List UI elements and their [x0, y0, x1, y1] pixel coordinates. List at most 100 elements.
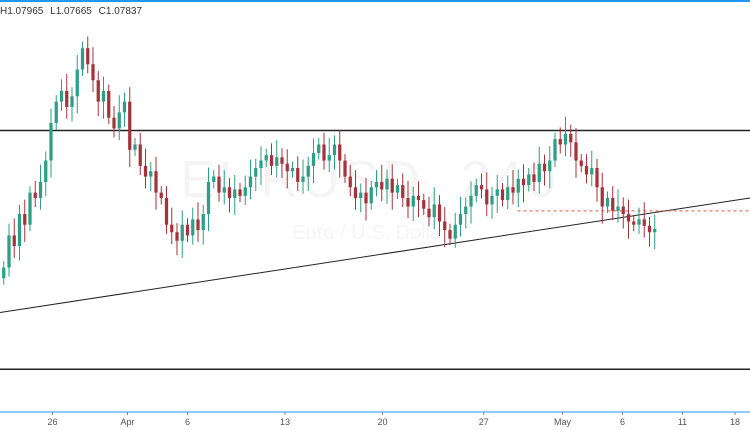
candle-body-up: [537, 163, 541, 182]
candle-body-down: [343, 160, 347, 177]
candle-body-down: [348, 176, 352, 188]
candle-body-down: [390, 178, 394, 193]
candle-body-up: [458, 214, 463, 225]
x-tick-label: Apr: [120, 417, 134, 427]
x-tick-label: 27: [479, 417, 489, 427]
candle-body-up: [243, 187, 247, 196]
candle-body-up: [233, 189, 237, 198]
candle-body-up: [206, 181, 211, 215]
candle-body-up: [75, 69, 79, 97]
candle-body-up: [44, 160, 48, 182]
candle-body-up: [548, 160, 552, 172]
x-tick-label: 6: [185, 417, 190, 427]
candle-body-up: [395, 185, 400, 193]
candle-body-down: [338, 144, 342, 161]
candle-body-up: [259, 160, 263, 169]
candle-body-up: [117, 112, 121, 129]
candle-body-down: [185, 224, 190, 236]
candle-body-down: [175, 232, 179, 241]
candle-body-down: [569, 133, 573, 143]
candle-body-down: [401, 185, 405, 198]
candle-body-up: [553, 139, 557, 161]
candle-body-up: [469, 195, 473, 207]
candle-body-up: [374, 181, 379, 188]
candle-body-down: [159, 192, 163, 198]
candle-body-down: [521, 178, 526, 186]
candle-body-down: [86, 48, 90, 65]
candle-body-up: [254, 168, 258, 177]
candle-body-up: [653, 229, 657, 233]
candle-body-down: [584, 165, 589, 175]
candle-body-down: [443, 221, 447, 231]
candle-body-down: [511, 187, 515, 193]
candle-body-down: [579, 160, 583, 166]
x-tick-label: 6: [620, 417, 625, 427]
x-tick-label: 11: [678, 417, 687, 427]
candle-body-down: [107, 90, 111, 118]
x-tick-label: 20: [377, 417, 387, 427]
candle-body-down: [600, 187, 604, 207]
candle-body-down: [154, 171, 158, 193]
candle-body-up: [149, 171, 153, 177]
candle-body-up: [453, 224, 457, 239]
candle-body-up: [327, 155, 331, 161]
candle-body-down: [112, 117, 116, 129]
candle-body-down: [296, 168, 300, 182]
candle-body-up: [605, 197, 610, 207]
candle-body-down: [500, 189, 505, 201]
ohlc-high: H1.07965: [0, 6, 44, 17]
candle-body-up: [7, 235, 11, 268]
candle-body-up: [464, 206, 468, 215]
candle-body-up: [474, 185, 478, 196]
candle-body-down: [353, 187, 358, 198]
candle-body-up: [306, 165, 310, 177]
candle-body-down: [642, 219, 646, 226]
candle-body-up: [275, 157, 279, 166]
candle-body-up: [317, 144, 321, 154]
candle-body-down: [164, 197, 169, 225]
candle-body-down: [238, 189, 242, 196]
candle-body-down: [380, 181, 384, 190]
candle-body-up: [264, 155, 268, 161]
candle-body-down: [170, 224, 174, 233]
candle-body-down: [558, 139, 562, 145]
candle-body-down: [65, 90, 69, 108]
x-tick-label: 18: [730, 417, 740, 427]
candle-body-up: [180, 224, 184, 241]
candle-body-down: [448, 230, 452, 239]
candle-body-up: [191, 219, 195, 236]
candle-body-up: [38, 181, 43, 198]
candle-body-up: [411, 195, 415, 207]
candle-body-up: [527, 174, 531, 186]
candle-body-down: [196, 219, 200, 231]
candle-body-up: [495, 189, 499, 196]
candle-body-up: [59, 90, 64, 102]
candle-body-down: [285, 163, 289, 172]
candle-body-up: [201, 214, 205, 231]
candle-body-down: [269, 155, 274, 166]
candle-body-down: [647, 225, 652, 233]
candle-body-up: [222, 187, 226, 193]
candle-body-down: [595, 168, 599, 188]
candle-body-up: [2, 267, 6, 279]
candle-body-down: [12, 235, 16, 247]
candle-body-up: [49, 123, 53, 161]
candle-body-up: [359, 192, 363, 198]
candle-body-up: [17, 214, 22, 247]
x-tick-label: 13: [280, 417, 290, 427]
candle-body-down: [364, 192, 368, 204]
candle-body-up: [385, 178, 389, 190]
candle-body-up: [248, 176, 253, 188]
candle-body-down: [406, 197, 410, 207]
candle-body-up: [369, 187, 373, 204]
candle-body-up: [616, 206, 620, 211]
top-border-line: [0, 0, 750, 2]
x-tick-label: May: [554, 417, 572, 427]
candle-body-down: [23, 214, 27, 225]
candle-body-down: [437, 204, 442, 222]
candle-body-down: [33, 192, 37, 198]
candle-body-up: [54, 101, 58, 124]
candle-body-up: [28, 192, 32, 225]
candle-body-down: [574, 142, 578, 161]
